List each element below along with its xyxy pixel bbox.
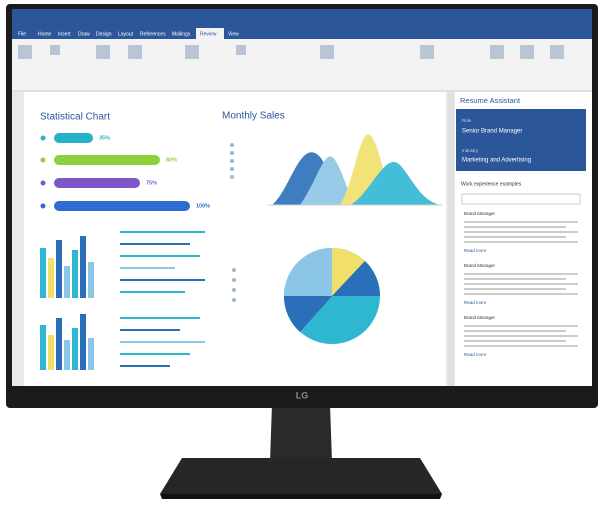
tab: Layout — [118, 31, 134, 37]
role: Senior Brand Manager — [462, 129, 522, 135]
bullet — [40, 157, 46, 163]
active-tab — [196, 28, 224, 39]
pie-chart — [283, 247, 381, 344]
read-more: Read more — [464, 300, 487, 305]
line-lists — [120, 231, 205, 367]
tab: File — [18, 31, 26, 37]
heading: Monthly Sales — [222, 111, 285, 122]
bar-label: 80% — [166, 157, 177, 163]
progress-bar — [54, 178, 140, 188]
bullet — [40, 135, 46, 141]
scrollbar — [448, 92, 454, 386]
bar-label: 100% — [196, 203, 210, 209]
example-title: Brand Manager — [464, 315, 496, 320]
tab-row: File Home Insert Draw Design Layout References… — [18, 28, 239, 39]
heading: Statistical Chart — [40, 112, 110, 123]
bar-label: 75% — [146, 180, 157, 186]
example-list: Brand Manager Read more Brand Manager Read … — [464, 211, 578, 357]
example-title: Brand Manager — [464, 263, 496, 268]
read-more: Read more — [464, 352, 487, 357]
filter-box — [461, 193, 581, 205]
stand-neck — [270, 404, 332, 462]
bullet — [40, 180, 46, 186]
tab: References — [140, 31, 166, 37]
pane-title: Resume Assistant — [460, 96, 521, 105]
industry: Marketing and Advertising — [462, 158, 531, 164]
section-title: Work experience examples — [461, 181, 522, 187]
page — [24, 92, 446, 386]
legend-dots — [230, 143, 236, 302]
label: Industry — [462, 148, 479, 153]
progress-bar — [54, 201, 190, 211]
tab: Design — [96, 31, 112, 37]
stand-base — [160, 458, 442, 494]
tab: Home — [38, 31, 52, 37]
bullet — [40, 203, 46, 209]
tab: Insert — [58, 31, 71, 37]
mountain-chart — [268, 134, 442, 206]
tab: Draw — [78, 31, 90, 37]
stand-edge — [160, 494, 442, 499]
example-title: Brand Manager — [464, 211, 496, 216]
progress-bars: 35% 80% 75% 100% — [40, 133, 210, 211]
tab: Review — [200, 31, 217, 37]
label: Role — [462, 118, 472, 123]
progress-bar — [54, 155, 160, 165]
pane-banner — [456, 109, 586, 171]
progress-bar — [54, 133, 93, 143]
bar-label: 35% — [99, 135, 110, 141]
ribbon-icons — [18, 45, 564, 59]
title-bar — [12, 9, 592, 39]
read-more: Read more — [464, 248, 487, 253]
tab: View — [228, 31, 239, 37]
logo: LG — [296, 390, 309, 400]
column-charts — [40, 236, 94, 370]
tab: Mailings — [172, 31, 191, 37]
